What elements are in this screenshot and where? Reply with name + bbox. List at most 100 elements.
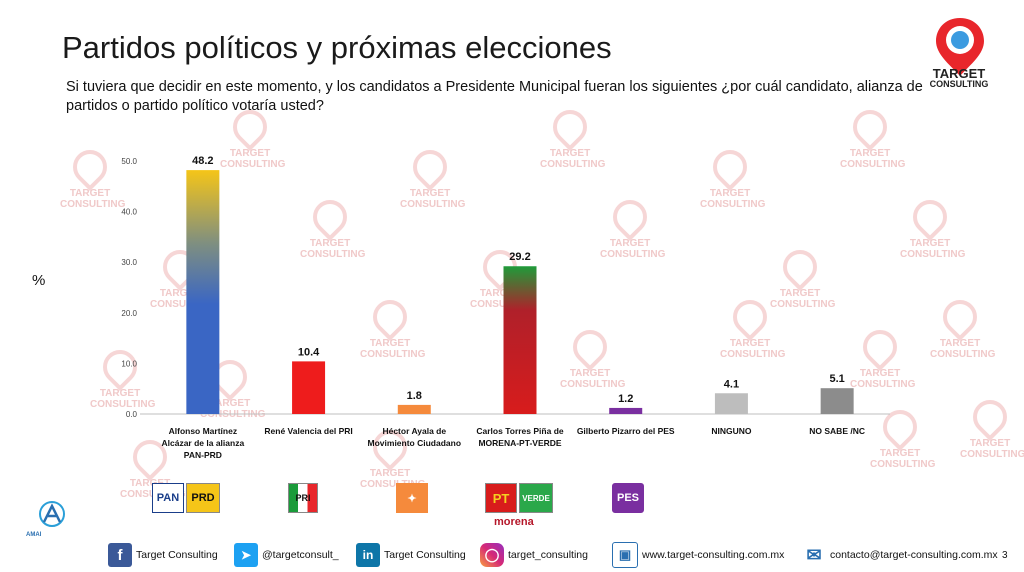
- y-axis-label: %: [32, 272, 46, 289]
- watermark-target-logo: TARGET CONSULTING: [600, 192, 666, 260]
- y-tick-label: 20.0: [121, 309, 137, 318]
- target-logo-text: TARGET CONSULTING: [924, 66, 994, 90]
- movimiento-ciudadano-eagle-icon: ✦: [396, 483, 428, 513]
- bar: [503, 266, 537, 414]
- watermark-target-logo: TARGET CONSULTING: [770, 242, 836, 310]
- category-label: Movimiento Ciudadano: [368, 438, 462, 448]
- watermark-text: TARGET CONSULTING: [560, 368, 626, 390]
- watermark-target-logo: TARGET CONSULTING: [220, 102, 286, 170]
- instagram-label: target_consulting: [508, 549, 588, 561]
- website-label: www.target-consulting.com.mx: [642, 549, 785, 561]
- footer-twitter[interactable]: ➤ @targetconsult_: [234, 540, 339, 570]
- watermark-target-logo: TARGET CONSULTING: [360, 292, 426, 360]
- twitter-label: @targetconsult_: [262, 549, 339, 561]
- data-label: 1.8: [407, 390, 422, 402]
- watermark-text: TARGET CONSULTING: [930, 338, 996, 360]
- bar: [609, 407, 643, 414]
- logo-line1: TARGET: [932, 66, 986, 81]
- footer-linkedin[interactable]: in Target Consulting: [356, 540, 466, 570]
- watermark-text: TARGET CONSULTING: [360, 338, 426, 360]
- watermark-target-logo: TARGET CONSULTING: [300, 192, 366, 260]
- watermark-target-logo: TARGET CONSULTING: [930, 292, 996, 360]
- linkedin-label: Target Consulting: [384, 549, 466, 561]
- footer-website[interactable]: ▣ www.target-consulting.com.mx: [612, 540, 784, 570]
- watermark-text: TARGET CONSULTING: [770, 288, 836, 310]
- category-label: PAN-PRD: [184, 450, 222, 460]
- linkedin-icon: in: [356, 543, 380, 567]
- watermark-target-logo: TARGET CONSULTING: [960, 392, 1024, 460]
- watermark-text: TARGET CONSULTING: [90, 388, 156, 410]
- watermark-target-logo: TARGET CONSULTING: [60, 142, 125, 210]
- watermark-target-logo: TARGET CONSULTING: [700, 142, 766, 210]
- category-label: Héctor Ayala de: [382, 426, 446, 436]
- y-tick-label: 30.0: [121, 258, 137, 267]
- bar: [820, 388, 854, 414]
- pes-logo-icon: PES: [612, 483, 644, 513]
- category-label: NINGUNO: [711, 426, 752, 436]
- amai-logo-icon: [39, 501, 65, 527]
- prd-logo-icon: PRD: [186, 483, 220, 513]
- y-tick-label: 40.0: [121, 208, 137, 217]
- logo-pes: PES: [612, 483, 644, 515]
- logo-pt-verde: PT VERDE: [485, 483, 553, 515]
- watermark-text: TARGET CONSULTING: [720, 338, 786, 360]
- category-label: Gilberto Pizarro del PES: [577, 426, 675, 436]
- facebook-icon: f: [108, 543, 132, 567]
- data-label: 1.2: [618, 393, 633, 405]
- data-label: 4.1: [724, 378, 739, 390]
- email-label: contacto@target-consulting.com.mx: [830, 549, 998, 561]
- category-label: MORENA-PT-VERDE: [478, 438, 561, 448]
- watermark-target-logo: TARGET CONSULTING: [560, 322, 626, 390]
- watermark-target-logo: TARGET CONSULTING: [90, 342, 156, 410]
- bar: [292, 361, 326, 414]
- bar: [714, 393, 748, 414]
- logo-pri: PRI: [288, 483, 318, 515]
- watermark-text: TARGET CONSULTING: [400, 188, 466, 210]
- watermark-text: TARGET CONSULTING: [300, 238, 366, 260]
- pri-logo-icon: PRI: [288, 483, 318, 513]
- data-label: 29.2: [509, 251, 530, 263]
- logo-mc: ✦: [396, 483, 428, 515]
- watermark-text: TARGET CONSULTING: [840, 148, 906, 170]
- target-logo-icon: [936, 18, 984, 76]
- watermark-text: TARGET CONSULTING: [900, 238, 966, 260]
- category-label: Alfonso Martínez: [169, 426, 237, 436]
- watermark-text: TARGET CONSULTING: [960, 438, 1024, 460]
- watermark-target-logo: TARGET CONSULTING: [840, 102, 906, 170]
- data-label: 48.2: [192, 155, 213, 167]
- category-label: René Valencia del PRI: [264, 426, 352, 436]
- morena-logo-text: morena: [494, 516, 534, 528]
- watermark-text: TARGET CONSULTING: [220, 148, 286, 170]
- logo-line2: CONSULTING: [929, 79, 989, 89]
- logo-pan-prd: PAN PRD: [152, 483, 220, 515]
- category-label: Carlos Torres Piña de: [476, 426, 564, 436]
- category-label: Alcázar de la alianza: [162, 438, 245, 448]
- footer-instagram[interactable]: ◯ target_consulting: [480, 540, 588, 570]
- pt-logo-icon: PT: [485, 483, 517, 513]
- watermark-target-logo: TARGET CONSULTING: [540, 102, 605, 170]
- page-title: Partidos políticos y próximas elecciones: [62, 30, 612, 65]
- watermark-target-logo: TARGET CONSULTING: [850, 322, 915, 390]
- footer: f Target Consulting ➤ @targetconsult_ in…: [0, 540, 1024, 572]
- facebook-label: Target Consulting: [136, 549, 218, 561]
- bar: [186, 170, 220, 414]
- watermark-target-logo: TARGET CONSULTING: [900, 192, 966, 260]
- watermark-text: TARGET CONSULTING: [470, 288, 536, 310]
- watermark-text: TARGET CONSULTING: [870, 448, 936, 470]
- footer-facebook[interactable]: f Target Consulting: [108, 540, 218, 570]
- watermark-text: TARGET CONSULTING: [700, 188, 766, 210]
- watermark-text: TARGET CONSULTING: [150, 288, 216, 310]
- page-number: 3: [1002, 550, 1008, 561]
- watermark-target-logo: TARGET CONSULTING: [720, 292, 786, 360]
- y-tick-label: 0.0: [126, 410, 138, 419]
- watermark-target-logo: TARGET CONSULTING: [400, 142, 466, 210]
- monitor-icon: ▣: [612, 542, 638, 568]
- footer-email[interactable]: ✉ contacto@target-consulting.com.mx: [802, 540, 998, 570]
- watermark-target-logo: TARGET CONSULTING: [870, 402, 936, 470]
- watermark-text: TARGET CONSULTING: [600, 238, 666, 260]
- data-label: 10.4: [298, 346, 320, 358]
- twitter-icon: ➤: [234, 543, 258, 567]
- y-tick-label: 50.0: [121, 157, 137, 166]
- watermark-text: TARGET CONSULTING: [360, 468, 426, 490]
